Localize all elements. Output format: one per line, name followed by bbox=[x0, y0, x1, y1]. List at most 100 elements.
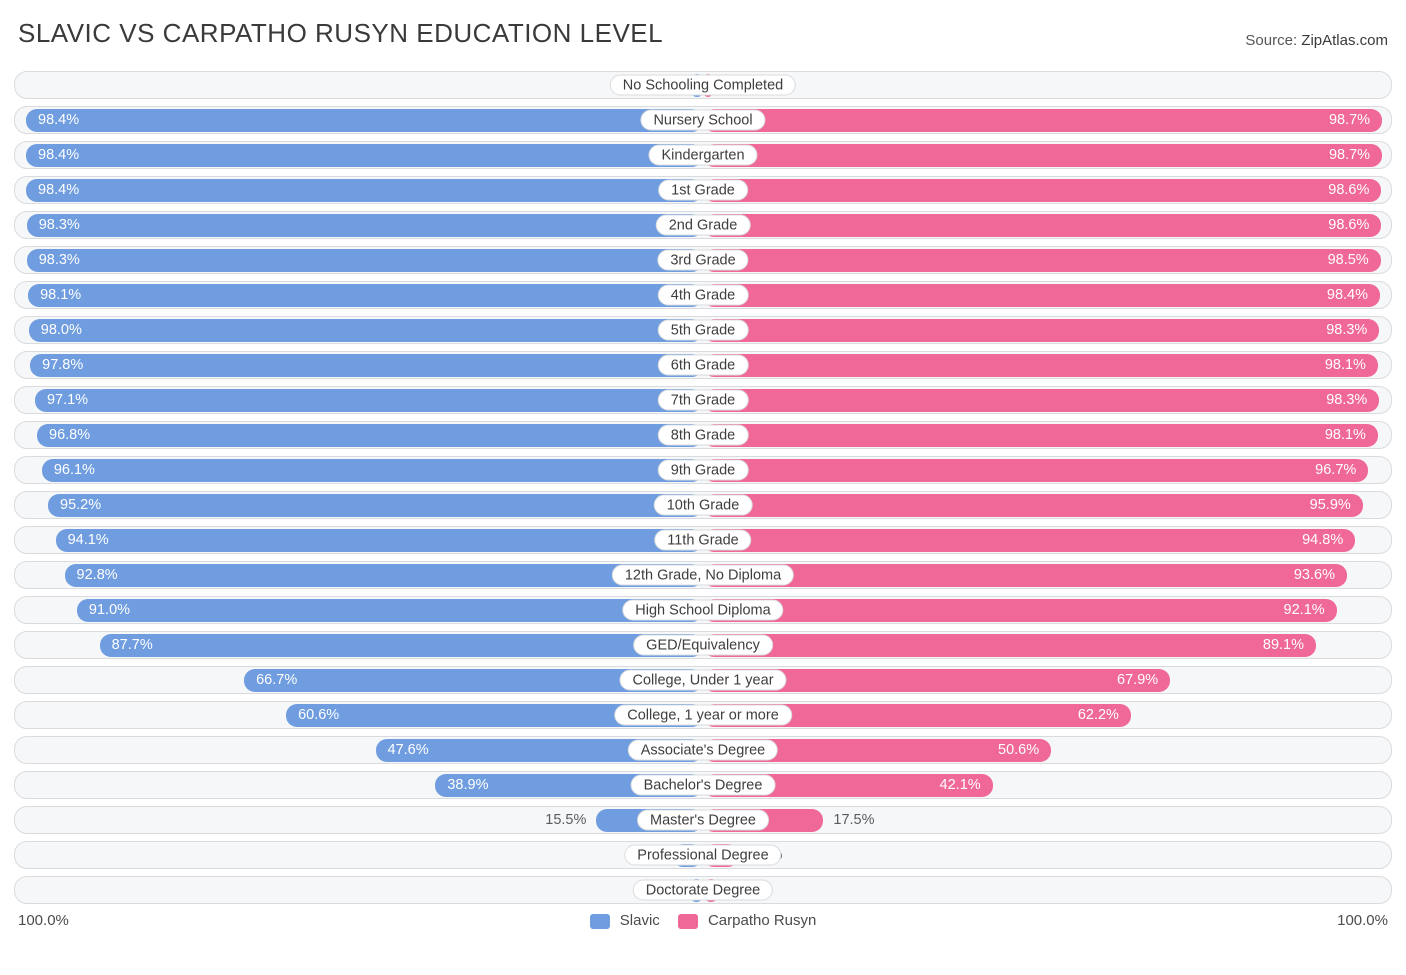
bar-right bbox=[703, 424, 1378, 447]
bar-right bbox=[703, 179, 1381, 202]
bar-right bbox=[703, 599, 1337, 622]
category-label: No Schooling Completed bbox=[610, 75, 796, 96]
value-right: 98.3% bbox=[1326, 387, 1379, 413]
chart-source: Source: ZipAtlas.com bbox=[1245, 32, 1388, 49]
chart-row: 98.4% 98.7% Nursery School bbox=[14, 106, 1392, 134]
bar-left bbox=[56, 529, 703, 552]
category-label: Nursery School bbox=[640, 110, 765, 131]
chart-row: 1.9%2.3%Doctorate Degree bbox=[14, 876, 1392, 904]
value-right: 67.9% bbox=[1117, 667, 1170, 693]
value-left: 96.8% bbox=[37, 422, 90, 448]
bar-right bbox=[703, 459, 1368, 482]
value-left: 98.4% bbox=[26, 177, 79, 203]
category-label: 4th Grade bbox=[658, 285, 749, 306]
bar-right bbox=[703, 109, 1382, 132]
bar-left bbox=[26, 144, 703, 167]
value-right: 89.1% bbox=[1263, 632, 1316, 658]
value-left: 91.0% bbox=[77, 597, 130, 623]
chart-row: 92.8% 93.6% 12th Grade, No Diploma bbox=[14, 561, 1392, 589]
legend-label-left: Slavic bbox=[620, 912, 660, 929]
bar-left bbox=[100, 634, 703, 657]
category-label: Kindergarten bbox=[648, 145, 757, 166]
value-right: 98.7% bbox=[1329, 107, 1382, 133]
value-left: 98.1% bbox=[28, 282, 81, 308]
chart-row: 97.1%98.3%7th Grade bbox=[14, 386, 1392, 414]
value-right: 98.6% bbox=[1328, 177, 1381, 203]
chart-row: 98.3%98.6%2nd Grade bbox=[14, 211, 1392, 239]
bar-right bbox=[703, 389, 1379, 412]
value-right: 93.6% bbox=[1294, 562, 1347, 588]
value-left: 60.6% bbox=[286, 702, 339, 728]
chart-row: 96.8%98.1%8th Grade bbox=[14, 421, 1392, 449]
value-left: 97.1% bbox=[35, 387, 88, 413]
chart-row: 98.1% 98.4% 4th Grade bbox=[14, 281, 1392, 309]
category-label: GED/Equivalency bbox=[633, 635, 773, 656]
bar-right bbox=[703, 494, 1363, 517]
category-label: 10th Grade bbox=[654, 495, 753, 516]
chart-row: 95.2%95.9%10th Grade bbox=[14, 491, 1392, 519]
value-left: 66.7% bbox=[244, 667, 297, 693]
category-label: College, Under 1 year bbox=[619, 670, 786, 691]
bar-left bbox=[48, 494, 703, 517]
category-label: 9th Grade bbox=[658, 460, 749, 481]
bar-right bbox=[703, 634, 1316, 657]
value-left: 98.4% bbox=[26, 107, 79, 133]
value-right: 95.9% bbox=[1310, 492, 1363, 518]
bar-left bbox=[37, 424, 703, 447]
bar-left bbox=[27, 249, 703, 272]
category-label: High School Diploma bbox=[622, 600, 783, 621]
value-left: 92.8% bbox=[65, 562, 118, 588]
chart-row: 1.7%1.4%No Schooling Completed bbox=[14, 71, 1392, 99]
value-right: 62.2% bbox=[1078, 702, 1131, 728]
bar-right bbox=[703, 144, 1382, 167]
chart-row: 98.0%98.3%5th Grade bbox=[14, 316, 1392, 344]
bar-left bbox=[30, 354, 703, 377]
value-left: 96.1% bbox=[42, 457, 95, 483]
chart-row: 47.6%50.6%Associate's Degree bbox=[14, 736, 1392, 764]
chart-row: 94.1%94.8%11th Grade bbox=[14, 526, 1392, 554]
chart-row: 66.7% 67.9% College, Under 1 year bbox=[14, 666, 1392, 694]
bar-left bbox=[42, 459, 703, 482]
category-label: Master's Degree bbox=[637, 810, 769, 831]
bar-left bbox=[28, 284, 703, 307]
source-label: Source: bbox=[1245, 32, 1297, 49]
category-label: 12th Grade, No Diploma bbox=[612, 565, 794, 586]
category-label: 2nd Grade bbox=[656, 215, 751, 236]
bar-left bbox=[29, 319, 703, 342]
chart-row: 38.9%42.1%Bachelor's Degree bbox=[14, 771, 1392, 799]
chart-row: 98.4% 98.6% 1st Grade bbox=[14, 176, 1392, 204]
chart-row: 98.3%98.5%3rd Grade bbox=[14, 246, 1392, 274]
category-label: Bachelor's Degree bbox=[631, 775, 776, 796]
value-left: 38.9% bbox=[435, 772, 488, 798]
legend-item-right: Carpatho Rusyn bbox=[678, 912, 817, 929]
axis-right-max: 100.0% bbox=[1337, 912, 1388, 929]
bar-right bbox=[703, 214, 1381, 237]
category-label: College, 1 year or more bbox=[614, 705, 792, 726]
chart-header: SLAVIC VS CARPATHO RUSYN EDUCATION LEVEL… bbox=[14, 18, 1392, 49]
value-left: 98.4% bbox=[26, 142, 79, 168]
legend-swatch-right bbox=[678, 914, 698, 929]
category-label: Professional Degree bbox=[624, 845, 781, 866]
category-label: 1st Grade bbox=[658, 180, 748, 201]
bar-right bbox=[703, 284, 1380, 307]
value-right: 98.4% bbox=[1327, 282, 1380, 308]
bar-right bbox=[703, 319, 1379, 342]
bar-left bbox=[77, 599, 703, 622]
value-left: 97.8% bbox=[30, 352, 83, 378]
category-label: 8th Grade bbox=[658, 425, 749, 446]
value-right: 94.8% bbox=[1302, 527, 1355, 553]
chart-row: 15.5%17.5%Master's Degree bbox=[14, 806, 1392, 834]
bar-left bbox=[26, 109, 703, 132]
bar-left bbox=[26, 179, 703, 202]
chart-row: 87.7%89.1%GED/Equivalency bbox=[14, 631, 1392, 659]
bar-left bbox=[65, 564, 703, 587]
value-right: 96.7% bbox=[1315, 457, 1368, 483]
category-label: 6th Grade bbox=[658, 355, 749, 376]
chart-row: 91.0%92.1%High School Diploma bbox=[14, 596, 1392, 624]
chart-footer: 100.0% Slavic Carpatho Rusyn 100.0% bbox=[14, 912, 1392, 929]
axis-left-max: 100.0% bbox=[18, 912, 69, 929]
value-right: 17.5% bbox=[823, 807, 874, 833]
source-name: ZipAtlas.com bbox=[1301, 32, 1388, 49]
chart-row: 60.6% 62.2% College, 1 year or more bbox=[14, 701, 1392, 729]
legend-swatch-left bbox=[590, 914, 610, 929]
